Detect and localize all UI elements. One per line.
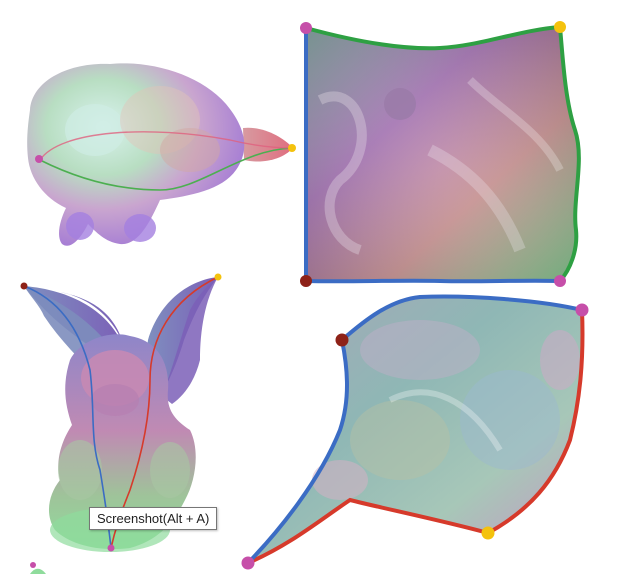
corner-marker-dot bbox=[554, 21, 566, 33]
frog-model bbox=[27, 63, 296, 246]
square-green-boundary bbox=[305, 24, 581, 283]
corner-marker-dot bbox=[30, 562, 36, 568]
corner-marker-dot bbox=[20, 282, 28, 290]
corner-marker-dot bbox=[575, 303, 589, 317]
corner-marker-dot bbox=[335, 333, 349, 347]
gargoyle-parameterization bbox=[241, 294, 589, 570]
corner-marker-dot bbox=[288, 144, 296, 152]
corner-marker-dot bbox=[241, 556, 255, 570]
frog-green-cut bbox=[39, 147, 293, 191]
corner-marker-dot bbox=[481, 526, 495, 540]
corner-marker-dot bbox=[214, 273, 222, 281]
corner-marker-dot bbox=[554, 275, 566, 287]
frog-red-cut bbox=[39, 131, 293, 161]
screenshot-tooltip: Screenshot(Alt + A) bbox=[89, 507, 218, 530]
corner-marker-dot bbox=[300, 275, 312, 287]
corner-marker-dot bbox=[107, 544, 115, 552]
gargoyle-blue-cut bbox=[23, 285, 112, 549]
frog-square-parameterization bbox=[300, 21, 581, 287]
square-blue-boundary bbox=[304, 28, 561, 284]
corner-marker-dot bbox=[35, 155, 43, 163]
corner-marker-dot bbox=[300, 22, 312, 34]
